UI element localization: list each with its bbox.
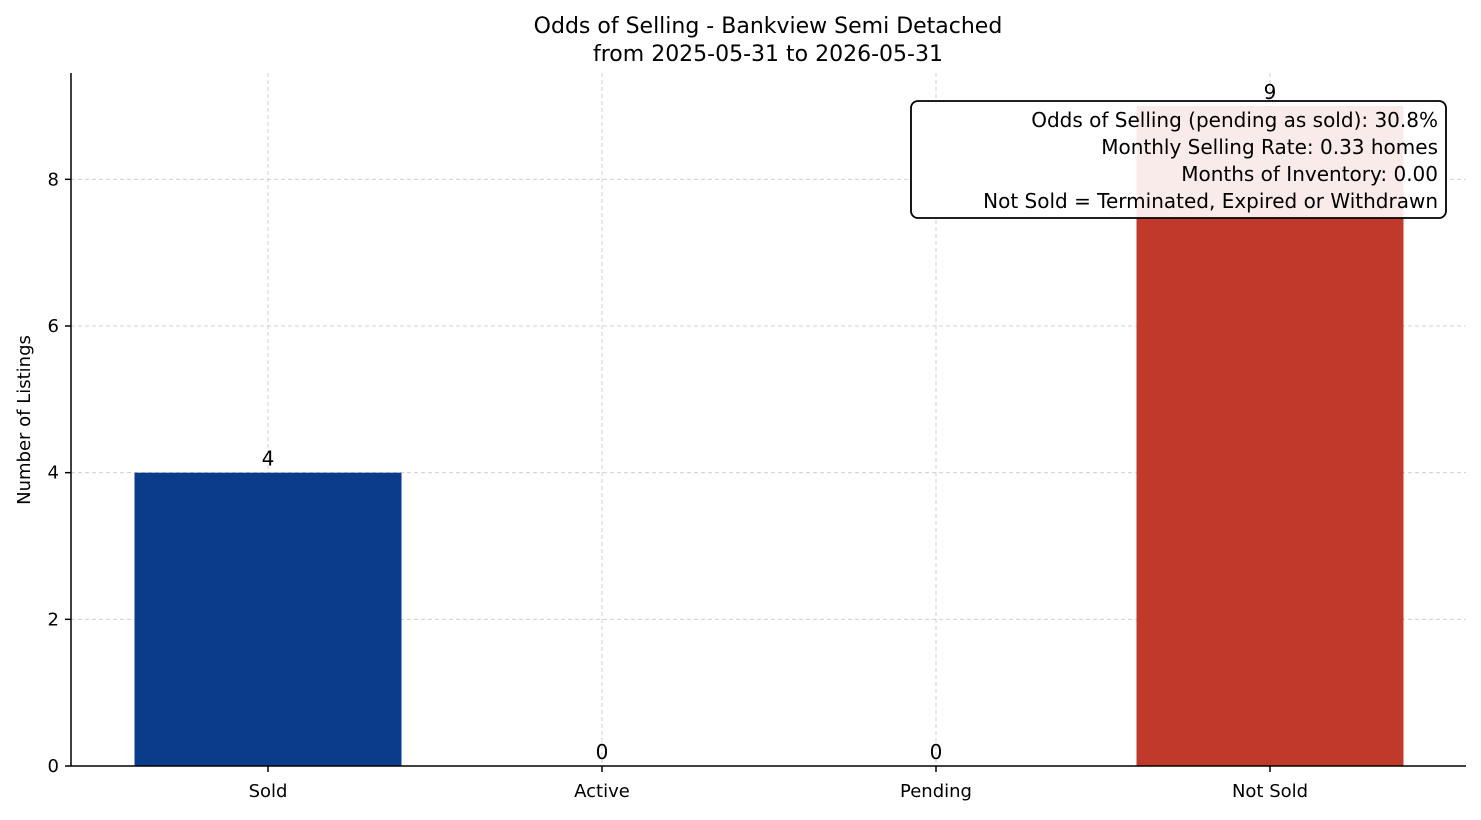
y-axis-label: Number of Listings [14, 335, 35, 505]
data-label: 0 [596, 740, 609, 764]
annotation-line: Monthly Selling Rate: 0.33 homes [1101, 135, 1438, 159]
data-labels-layer: 4 0 0 9 [262, 80, 1277, 764]
y-tick-label: 6 [48, 316, 59, 337]
annotation-line: Months of Inventory: 0.00 [1181, 162, 1438, 186]
y-tick-label: 4 [48, 463, 59, 484]
x-tick-label: Active [574, 781, 630, 802]
annotation-line: Odds of Selling (pending as sold): 30.8% [1031, 108, 1438, 132]
chart-subtitle: from 2025-05-31 to 2026-05-31 [593, 42, 943, 67]
x-tick-label: Not Sold [1232, 781, 1308, 802]
chart-title: Odds of Selling - Bankview Semi Detached [534, 14, 1003, 39]
x-tick-label: Sold [249, 781, 288, 802]
y-tick-label: 2 [48, 609, 59, 630]
annotation-box [910, 100, 1447, 219]
data-label: 9 [1264, 80, 1277, 104]
y-tick-label: 8 [48, 169, 59, 190]
y-tick-label: 0 [48, 756, 59, 777]
x-tick-label: Pending [900, 781, 972, 802]
axes-layer: 0 2 4 6 8 Sold Active Pending Not Sold [48, 73, 1466, 802]
bar-sold [134, 472, 402, 766]
data-label: 0 [930, 740, 943, 764]
summary-annotation: Odds of Selling (pending as sold): 30.8%… [910, 100, 1447, 219]
annotation-line: Not Sold = Terminated, Expired or Withdr… [983, 189, 1438, 213]
data-label: 4 [262, 447, 275, 471]
